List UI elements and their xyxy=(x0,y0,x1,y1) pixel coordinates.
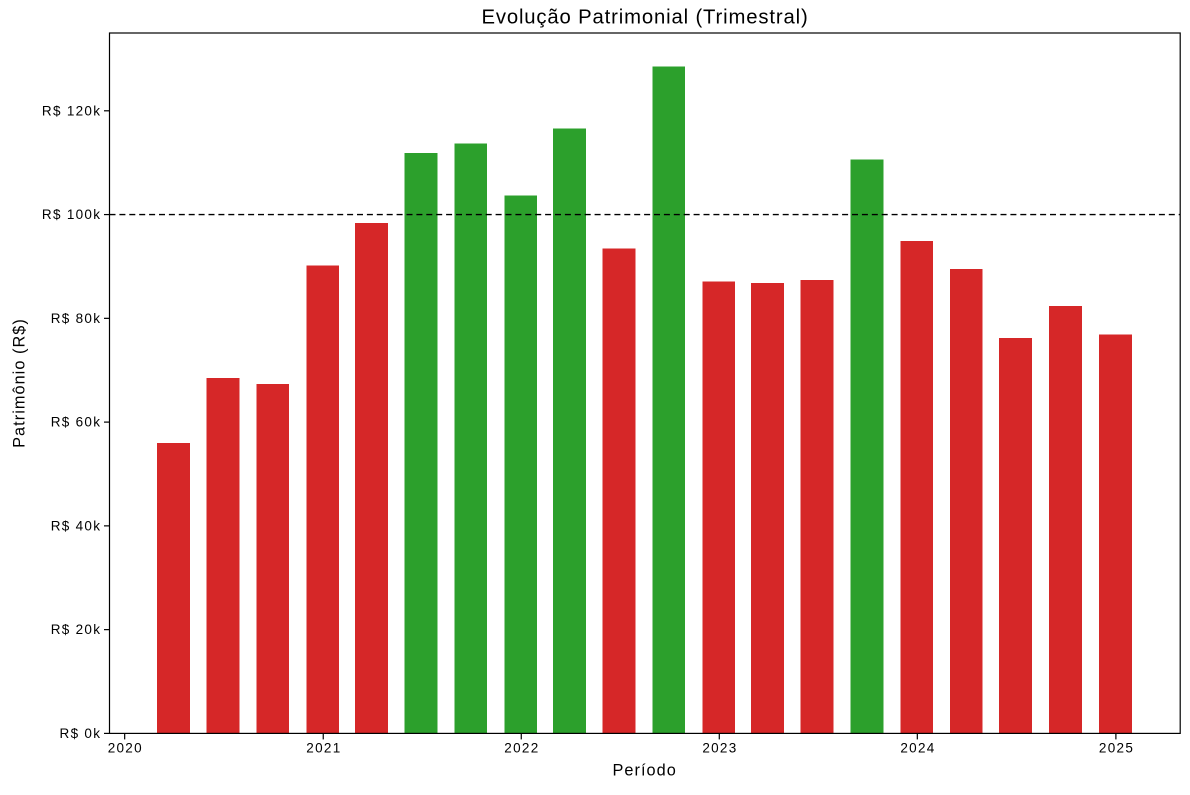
svg-text:2023: 2023 xyxy=(702,741,737,756)
svg-text:R$ 80k: R$ 80k xyxy=(51,311,102,326)
svg-text:2024: 2024 xyxy=(900,741,935,756)
svg-text:Evolução Patrimonial (Trimestr: Evolução Patrimonial (Trimestral) xyxy=(481,7,808,29)
svg-text:2020: 2020 xyxy=(108,741,143,756)
svg-text:R$ 20k: R$ 20k xyxy=(51,622,102,637)
svg-text:Período: Período xyxy=(613,762,677,780)
svg-text:R$ 0k: R$ 0k xyxy=(60,726,102,741)
svg-text:R$ 40k: R$ 40k xyxy=(51,518,102,533)
svg-text:Patrimônio (R$): Patrimônio (R$) xyxy=(11,318,29,448)
svg-text:2021: 2021 xyxy=(306,741,341,756)
svg-text:R$ 100k: R$ 100k xyxy=(42,207,101,222)
svg-text:R$ 120k: R$ 120k xyxy=(42,103,101,118)
svg-text:2025: 2025 xyxy=(1099,741,1134,756)
svg-text:R$ 60k: R$ 60k xyxy=(51,415,102,430)
svg-text:2022: 2022 xyxy=(504,741,539,756)
